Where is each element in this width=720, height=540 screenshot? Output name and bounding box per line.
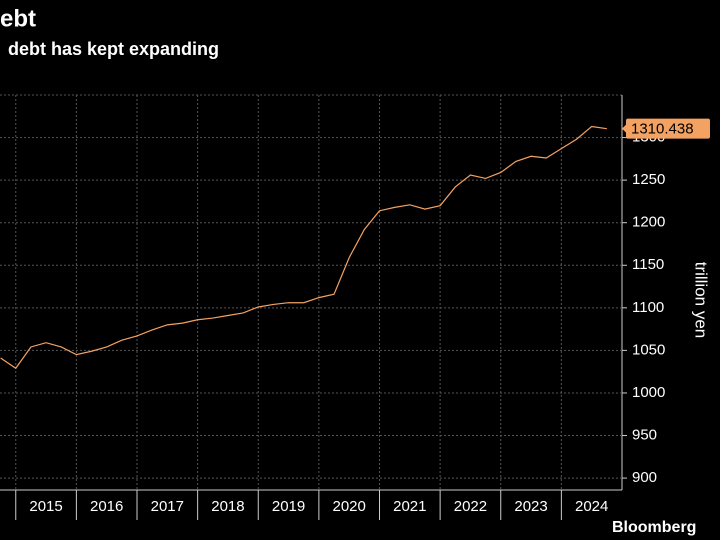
chart-title: ebt (0, 5, 36, 32)
y-tick-label: 1050 (632, 341, 665, 358)
line (0, 125, 607, 370)
chart-subtitle: debt has kept expanding (8, 39, 219, 59)
x-tick-label: 2019 (272, 498, 305, 515)
x-tick-label: 2024 (575, 498, 608, 515)
value-label-pointer (622, 123, 627, 134)
x-tick-label: 2017 (151, 498, 184, 515)
y-tick-label: 900 (632, 469, 657, 486)
source: Bloomberg (612, 519, 696, 536)
x-tick-label: 2018 (211, 498, 244, 515)
y-tick-label: 1100 (632, 299, 664, 316)
y-tick-label: 950 (632, 426, 657, 443)
x-tick-label: 2022 (454, 498, 487, 515)
y-tick-label: 1150 (632, 256, 664, 273)
value-label: 1310.438 (631, 121, 694, 138)
x-tick-label: 2023 (514, 498, 547, 515)
y-tick-label: 1200 (632, 214, 665, 231)
x-tick-label: 2015 (29, 498, 62, 515)
x-tick-label: 2021 (393, 498, 426, 515)
y-axis-label: trillion yen (692, 262, 711, 339)
y-tick-label: 1000 (632, 384, 665, 401)
y-tick-label: 1250 (632, 171, 665, 188)
x-tick-label: 2020 (333, 498, 366, 515)
value-label-box (626, 118, 710, 139)
x-tick-label: 2016 (90, 498, 123, 515)
